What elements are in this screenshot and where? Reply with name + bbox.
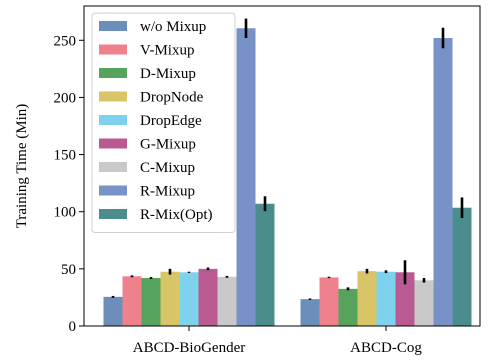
bar (122, 276, 142, 326)
bar (433, 38, 453, 326)
legend-box (91, 12, 236, 233)
bar (338, 288, 358, 326)
legend-swatch (99, 21, 127, 31)
legend-label: R-Mixup (140, 184, 195, 200)
plot-frame (83, 5, 481, 327)
legend-label: R-Mix(Opt) (140, 207, 213, 223)
bar (236, 28, 256, 327)
legend-label: G-Mixup (140, 137, 196, 153)
legend-swatch (99, 209, 127, 219)
y-tick-label: 100 (54, 205, 77, 221)
legend-swatch (99, 185, 127, 196)
legend-label: V-Mixup (140, 43, 194, 59)
x-tick-label: ABCD-BioGender (133, 340, 246, 356)
bar (319, 277, 339, 326)
bar (255, 203, 275, 326)
legend-label: D-Mixup (140, 66, 196, 82)
x-axis: ABCD-BioGender ABCD-Cog (133, 326, 422, 356)
bar (395, 272, 415, 326)
legend-label: DropNode (140, 90, 204, 106)
legend: w/o Mixup V-Mixup D-Mixup DropNode DropEdge G… (91, 12, 236, 233)
legend-swatch (99, 115, 127, 125)
legend-swatch (99, 44, 127, 55)
y-tick-label: 50 (61, 262, 76, 278)
bar (376, 271, 396, 326)
legend-label: w/o Mixup (140, 19, 206, 35)
y-tick-label: 150 (54, 148, 77, 164)
legend-swatch (99, 138, 127, 149)
bar (179, 272, 199, 326)
error-bars-layer (111, 18, 464, 300)
y-axis-label: Training Time (Min) (14, 104, 30, 228)
legend-label: C-Mixup (140, 160, 195, 176)
bar (160, 271, 180, 326)
y-axis: 0 50 100 150 200 250 (54, 33, 84, 335)
bars-layer (103, 28, 472, 327)
bar (217, 276, 237, 326)
bar (357, 271, 377, 326)
bar (414, 280, 434, 326)
legend-swatch (99, 162, 127, 172)
bar (141, 278, 161, 326)
bar (300, 299, 320, 326)
bar (452, 207, 472, 326)
bar (198, 268, 218, 326)
legend-swatch (99, 68, 127, 78)
y-tick-label: 250 (54, 33, 77, 49)
legend-swatch (99, 91, 127, 102)
y-tick-label: 0 (69, 319, 77, 335)
legend-label: DropEdge (140, 113, 202, 129)
bar (103, 296, 123, 326)
x-tick-label: ABCD-Cog (350, 340, 422, 356)
y-tick-label: 200 (54, 90, 77, 106)
